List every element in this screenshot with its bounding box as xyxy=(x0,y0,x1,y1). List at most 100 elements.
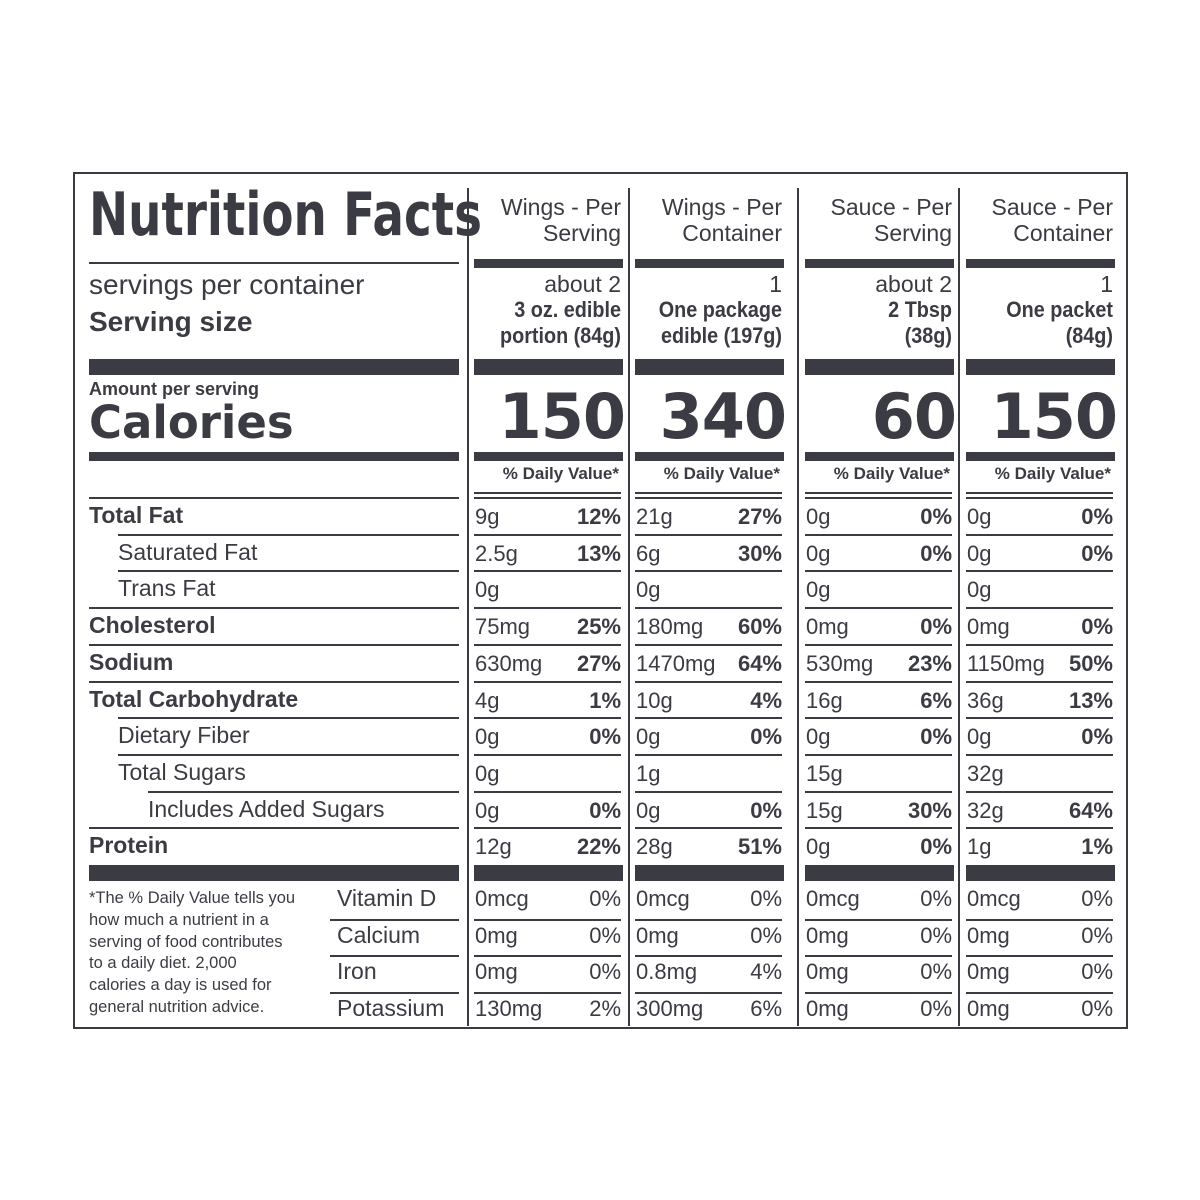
servings-value: about 2 xyxy=(544,271,621,297)
row-rule xyxy=(474,753,621,756)
nutrient-amount: 1470mg xyxy=(636,650,716,676)
row-rule xyxy=(805,790,952,793)
row-rule xyxy=(635,607,782,610)
nutrient-amount: 0g xyxy=(806,577,831,603)
row-rule xyxy=(635,533,782,536)
vitamin-amount: 0.8mg xyxy=(636,959,698,984)
nutrient-amount: 0g xyxy=(967,724,992,750)
nutrient-amount: 15g xyxy=(806,797,843,823)
nutrient-label: Saturated Fat xyxy=(118,538,258,565)
row-rule xyxy=(805,918,952,921)
row-rule xyxy=(966,533,1113,536)
nutrient-daily-value: 0% xyxy=(589,797,621,823)
section-rule xyxy=(89,262,459,264)
section-bar xyxy=(89,865,459,881)
nutrient-amount: 1150mg xyxy=(967,650,1045,676)
row-rule xyxy=(89,643,459,646)
daily-value-header: % Daily Value* xyxy=(833,464,950,483)
row-rule xyxy=(966,497,1113,499)
vitamin-daily-value: 0% xyxy=(589,922,621,948)
nutrient-amount: 0g xyxy=(967,577,992,603)
vitamin-daily-value: 0% xyxy=(589,886,621,911)
row-rule xyxy=(118,753,459,756)
nutrient-amount: 0mg xyxy=(806,614,849,640)
row-rule xyxy=(966,955,1113,957)
row-rule xyxy=(635,955,782,957)
nutrient-daily-value: 13% xyxy=(1068,687,1113,713)
vitamin-amount: 0mcg xyxy=(806,886,860,911)
row-rule xyxy=(966,643,1113,646)
row-rule xyxy=(805,827,952,830)
calories-value: 60 xyxy=(871,380,957,453)
section-bar xyxy=(474,359,623,375)
nutrient-daily-value: 27% xyxy=(737,504,782,529)
serving-size-value: portion (84g) xyxy=(500,323,621,348)
nutrient-label: Trans Fat xyxy=(118,575,216,602)
vitamin-amount: 0mg xyxy=(806,959,849,984)
nutrient-daily-value: 13% xyxy=(576,540,621,566)
nutrition-facts-label xyxy=(73,172,1128,1029)
column-header: Serving xyxy=(874,220,952,246)
vitamin-amount: 0mcg xyxy=(475,886,529,911)
row-rule xyxy=(635,497,782,499)
vitamin-label: Vitamin D xyxy=(337,885,437,911)
section-bar xyxy=(966,359,1115,375)
vitamin-amount: 0mg xyxy=(967,995,1010,1021)
row-rule xyxy=(805,497,952,499)
nutrient-label: Cholesterol xyxy=(89,612,216,639)
row-rule xyxy=(148,790,459,793)
nutrient-daily-value: 0% xyxy=(750,797,782,823)
column-header: Container xyxy=(1013,220,1113,246)
daily-value-header: % Daily Value* xyxy=(502,464,619,483)
row-rule xyxy=(330,955,459,957)
vitamin-amount: 0mg xyxy=(636,922,679,948)
daily-value-header: % Daily Value* xyxy=(663,464,780,483)
vitamin-label: Iron xyxy=(337,958,377,984)
vitamin-daily-value: 0% xyxy=(1081,959,1113,984)
section-bar xyxy=(805,259,954,268)
row-rule xyxy=(966,918,1113,921)
nutrient-daily-value: 1% xyxy=(1081,834,1113,860)
column-divider xyxy=(467,188,469,1026)
vitamin-amount: 130mg xyxy=(475,995,543,1021)
row-rule xyxy=(805,717,952,720)
vitamin-amount: 0mg xyxy=(806,922,849,948)
nutrient-amount: 36g xyxy=(967,687,1004,713)
vitamin-amount: 0mg xyxy=(475,959,518,984)
row-rule xyxy=(474,607,621,610)
vitamin-daily-value: 0% xyxy=(750,886,782,911)
column-header: Sauce - Per xyxy=(830,194,952,220)
amount-per-serving-label: Amount per serving xyxy=(89,379,260,399)
section-bar xyxy=(805,452,954,461)
nutrient-amount: 1g xyxy=(636,760,661,786)
column-divider xyxy=(628,188,630,1026)
footnote-line: *The % Daily Value tells you xyxy=(89,889,296,907)
row-rule xyxy=(474,497,621,499)
nutrient-amount: 0g xyxy=(475,760,500,786)
serving-size-value: One package xyxy=(658,297,782,322)
nutrient-daily-value: 4% xyxy=(750,687,782,713)
nutrient-daily-value: 0% xyxy=(589,724,621,750)
section-bar xyxy=(474,259,623,268)
vitamin-amount: 300mg xyxy=(636,995,704,1021)
nutrient-amount: 10g xyxy=(636,687,673,713)
nutrient-label: Protein xyxy=(89,832,169,859)
nutrient-daily-value: 30% xyxy=(907,797,952,823)
nutrient-amount: 180mg xyxy=(636,614,704,640)
row-rule xyxy=(474,533,621,536)
nutrient-amount: 2.5g xyxy=(475,540,518,566)
nutrient-daily-value: 0% xyxy=(920,614,952,640)
column-header: Wings - Per xyxy=(661,194,782,220)
nutrient-daily-value: 23% xyxy=(907,650,952,676)
nutrient-daily-value: 50% xyxy=(1068,650,1113,676)
vitamin-label: Potassium xyxy=(337,994,445,1021)
row-rule xyxy=(805,680,952,683)
row-rule xyxy=(89,680,459,683)
nutrient-daily-value: 0% xyxy=(1081,614,1113,640)
section-bar xyxy=(966,259,1115,268)
row-rule xyxy=(966,717,1113,720)
nutrient-daily-value: 60% xyxy=(737,614,782,640)
vitamin-daily-value: 0% xyxy=(920,959,952,984)
section-bar xyxy=(474,452,623,461)
row-rule xyxy=(805,492,952,494)
